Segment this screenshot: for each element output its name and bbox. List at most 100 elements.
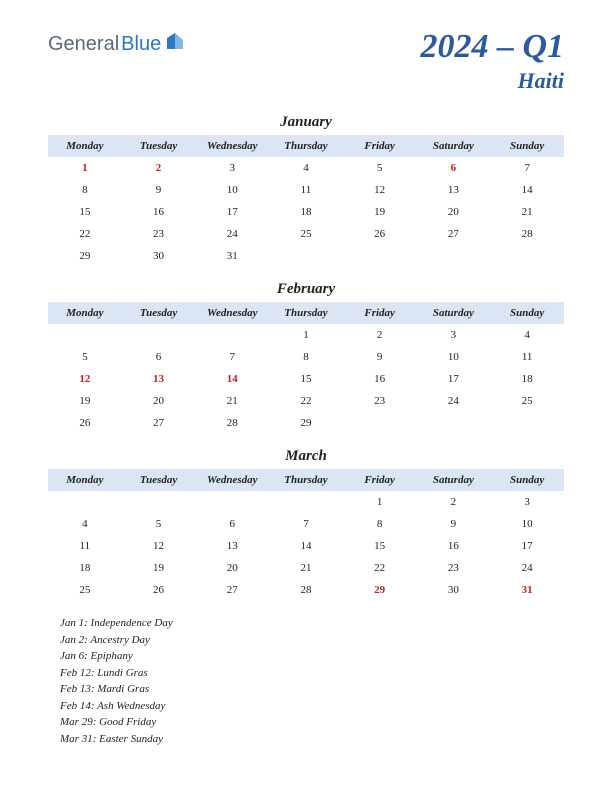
calendar-cell: 9: [417, 513, 491, 535]
holiday-entry: Jan 1: Independence Day: [60, 615, 564, 632]
logo-text-blue: Blue: [121, 33, 161, 56]
calendar-cell: 27: [122, 412, 196, 434]
calendars-container: JanuaryMondayTuesdayWednesdayThursdayFri…: [48, 114, 564, 601]
calendar-cell: 15: [48, 201, 122, 223]
logo: GeneralBlue: [48, 32, 184, 56]
day-header: Tuesday: [122, 302, 196, 324]
calendar-cell: 19: [48, 390, 122, 412]
day-header: Friday: [343, 469, 417, 491]
calendar-cell: 10: [195, 179, 269, 201]
calendar-cell: 28: [490, 223, 564, 245]
calendar-cell: 14: [195, 368, 269, 390]
day-header: Saturday: [417, 469, 491, 491]
calendar-cell: 8: [48, 179, 122, 201]
calendar-cell: 14: [490, 179, 564, 201]
calendar-cell: 31: [195, 245, 269, 267]
calendar-cell: 18: [48, 557, 122, 579]
calendar-row: 11121314151617: [48, 535, 564, 557]
month-name: February: [48, 281, 564, 298]
calendar-cell: 28: [269, 579, 343, 601]
calendar-cell: 4: [48, 513, 122, 535]
calendar-cell: 5: [343, 157, 417, 179]
calendar-cell: [417, 245, 491, 267]
calendar-cell: 9: [122, 179, 196, 201]
calendar-cell: 14: [269, 535, 343, 557]
calendar-cell: 23: [122, 223, 196, 245]
month-block: February MondayTuesdayWednesdayThursdayFr…: [48, 281, 564, 434]
calendar-cell: 7: [269, 513, 343, 535]
holiday-entry: Mar 31: Easter Sunday: [60, 731, 564, 748]
calendar-cell: 3: [417, 324, 491, 346]
calendar-cell: 21: [195, 390, 269, 412]
calendar-cell: 6: [122, 346, 196, 368]
calendar-cell: 30: [122, 245, 196, 267]
holidays-list: Jan 1: Independence DayJan 2: Ancestry D…: [48, 615, 564, 747]
calendar-cell: 19: [122, 557, 196, 579]
calendar-cell: 20: [195, 557, 269, 579]
calendar-cell: 18: [269, 201, 343, 223]
calendar-cell: 21: [490, 201, 564, 223]
calendar-cell: 5: [48, 346, 122, 368]
calendar-cell: 23: [417, 557, 491, 579]
calendar-cell: 7: [195, 346, 269, 368]
day-header: Friday: [343, 135, 417, 157]
calendar-cell: 27: [195, 579, 269, 601]
calendar-cell: 6: [417, 157, 491, 179]
calendar-cell: 26: [343, 223, 417, 245]
calendar-cell: 13: [195, 535, 269, 557]
title-block: 2024 – Q1 Haiti: [420, 28, 564, 94]
calendar-row: 19202122232425: [48, 390, 564, 412]
calendar-cell: 22: [343, 557, 417, 579]
calendar-table: MondayTuesdayWednesdayThursdayFridaySatu…: [48, 302, 564, 434]
month-block: MarchMondayTuesdayWednesdayThursdayFrida…: [48, 448, 564, 601]
calendar-row: 123: [48, 491, 564, 513]
logo-text-general: General: [48, 33, 119, 56]
calendar-cell: 16: [417, 535, 491, 557]
calendar-cell: 17: [417, 368, 491, 390]
day-header: Wednesday: [195, 302, 269, 324]
calendar-cell: 11: [48, 535, 122, 557]
day-header: Saturday: [417, 135, 491, 157]
calendar-cell: 2: [122, 157, 196, 179]
calendar-cell: [269, 245, 343, 267]
day-header: Sunday: [490, 469, 564, 491]
calendar-cell: 10: [490, 513, 564, 535]
calendar-cell: 24: [195, 223, 269, 245]
calendar-cell: 23: [343, 390, 417, 412]
calendar-table: MondayTuesdayWednesdayThursdayFridaySatu…: [48, 469, 564, 601]
day-header: Monday: [48, 135, 122, 157]
country-title: Haiti: [420, 68, 564, 94]
calendar-cell: [417, 412, 491, 434]
calendar-cell: 22: [48, 223, 122, 245]
calendar-cell: 25: [48, 579, 122, 601]
calendar-cell: 15: [343, 535, 417, 557]
calendar-cell: 29: [269, 412, 343, 434]
holiday-entry: Jan 6: Epiphany: [60, 648, 564, 665]
calendar-cell: 1: [48, 157, 122, 179]
calendar-cell: 13: [417, 179, 491, 201]
header: GeneralBlue 2024 – Q1 Haiti: [48, 28, 564, 94]
calendar-cell: 19: [343, 201, 417, 223]
calendar-cell: 10: [417, 346, 491, 368]
calendar-cell: 4: [269, 157, 343, 179]
day-header: Wednesday: [195, 469, 269, 491]
calendar-row: 12131415161718: [48, 368, 564, 390]
calendar-row: 567891011: [48, 346, 564, 368]
calendar-cell: [48, 324, 122, 346]
calendar-cell: [122, 324, 196, 346]
day-header: Sunday: [490, 135, 564, 157]
calendar-cell: 2: [343, 324, 417, 346]
calendar-cell: 3: [195, 157, 269, 179]
calendar-cell: [490, 245, 564, 267]
calendar-cell: 25: [490, 390, 564, 412]
calendar-cell: [195, 324, 269, 346]
calendar-cell: 17: [195, 201, 269, 223]
calendar-cell: 15: [269, 368, 343, 390]
holiday-entry: Jan 2: Ancestry Day: [60, 632, 564, 649]
calendar-cell: 11: [269, 179, 343, 201]
calendar-cell: [343, 245, 417, 267]
calendar-row: 1234: [48, 324, 564, 346]
calendar-cell: 11: [490, 346, 564, 368]
calendar-cell: 31: [490, 579, 564, 601]
day-header: Tuesday: [122, 469, 196, 491]
